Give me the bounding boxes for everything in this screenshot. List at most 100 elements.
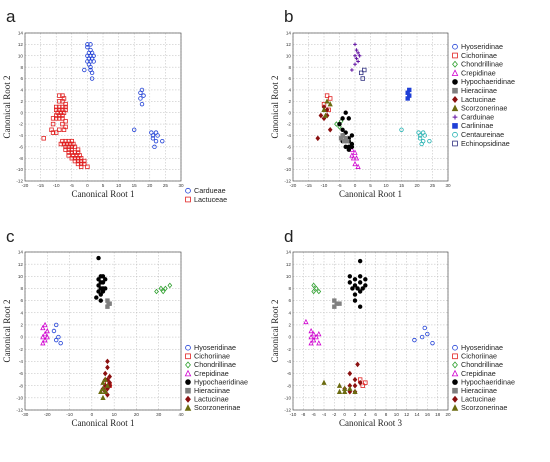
legend-marker [452, 114, 458, 120]
data-point [98, 292, 103, 297]
data-point [417, 136, 423, 141]
data-point [360, 383, 365, 388]
x-tick-label: -15 [37, 183, 44, 188]
legend-label: Crepidinae [461, 68, 496, 77]
data-point [152, 144, 157, 150]
data-point [350, 155, 357, 161]
data-point [56, 334, 61, 340]
data-point [105, 385, 110, 392]
y-tick-label: -2 [19, 122, 24, 127]
data-point [61, 127, 67, 132]
legend-marker [451, 369, 459, 377]
legend-label: Chondrillinae [461, 360, 503, 369]
panel-c: c-30 -20 -10 0 10 20 30 40-12-10-8-6-4-20246810… [2, 227, 248, 428]
data-point [100, 274, 106, 279]
plot-frame [24, 251, 182, 411]
x-axis-title: Canonical Root 1 [339, 189, 402, 199]
y-tick-label: 10 [286, 53, 292, 58]
data-point [57, 104, 62, 110]
data-point [91, 59, 96, 64]
data-point [316, 288, 322, 295]
legend-marker [452, 95, 458, 104]
data-point [69, 156, 74, 161]
data-point [399, 127, 404, 132]
legend-label: Hypochaeridinae [461, 77, 515, 86]
x-tick-label: 10 [116, 183, 122, 188]
y-tick-label: 10 [18, 53, 24, 58]
data-point [57, 93, 62, 98]
y-tick-label: -10 [284, 167, 291, 172]
data-point [72, 158, 78, 164]
data-point [336, 382, 343, 388]
data-point [57, 113, 62, 118]
x-tick-label: 0 [354, 183, 357, 188]
data-point [340, 116, 345, 121]
data-point [321, 379, 327, 385]
legend-label: Echinopsidinae [461, 139, 510, 148]
data-point [356, 51, 360, 55]
legend-marker [185, 344, 191, 351]
data-point [347, 274, 353, 279]
x-tick-label: 0 [343, 412, 346, 417]
legend-marker [451, 104, 459, 112]
data-point [316, 330, 322, 337]
x-tick-label: -5 [337, 183, 342, 188]
y-tick-label: 6 [20, 76, 23, 81]
data-point [355, 286, 360, 291]
legend-label: Hieraciinae [461, 86, 497, 95]
y-tick-label: 2 [288, 99, 291, 104]
x-tick-label: 0 [91, 412, 94, 417]
legend-label: Scorzonerinae [194, 403, 240, 412]
x-tick-label: 10 [394, 412, 400, 417]
data-point [138, 96, 143, 101]
data-point [40, 324, 46, 331]
data-point [89, 76, 95, 81]
x-tick-label: -10 [53, 183, 60, 188]
x-tick-label: 5 [369, 183, 372, 188]
data-point [44, 334, 50, 340]
data-point [337, 124, 342, 130]
legend-label: Scorzonerinae [461, 104, 507, 113]
data-point [54, 104, 59, 110]
x-tick-label: 5 [102, 183, 105, 188]
data-point [60, 99, 65, 104]
data-point [316, 340, 322, 346]
y-tick-label: -10 [16, 395, 23, 400]
data-point [60, 113, 65, 118]
data-point [167, 282, 173, 289]
plot-frame [292, 251, 449, 411]
data-point [352, 283, 358, 288]
legend-label: Lactucinae [461, 95, 496, 104]
data-point [82, 67, 87, 73]
x-tick-label: 20 [134, 412, 140, 417]
data-point [105, 364, 110, 371]
data-point [357, 289, 363, 294]
y-tick-label: 12 [18, 42, 24, 47]
legend-marker [452, 60, 458, 68]
y-tick-label: 2 [288, 323, 291, 328]
data-point [311, 330, 317, 337]
data-point [322, 112, 329, 118]
data-point [75, 147, 81, 152]
y-tick-label: 8 [288, 286, 291, 291]
x-tick-label: 25 [430, 183, 436, 188]
data-point [69, 147, 74, 152]
data-point [50, 130, 56, 135]
x-tick-label: -20 [22, 183, 29, 188]
data-point [354, 48, 359, 52]
x-tick-label: -30 [22, 412, 29, 417]
data-point [155, 133, 160, 138]
legend-marker [452, 361, 458, 369]
data-point [358, 70, 364, 76]
x-axis-title: Canonical Root 1 [72, 189, 135, 199]
y-tick-label: 8 [20, 286, 23, 291]
panel-letter: d [284, 227, 293, 246]
data-point [327, 126, 333, 133]
x-tick-label: 0 [86, 183, 89, 188]
y-tick-label: -10 [284, 395, 291, 400]
data-point [353, 42, 357, 47]
data-point [355, 361, 360, 368]
x-tick-label: -10 [66, 412, 73, 417]
legend-label: Carlininae [461, 121, 493, 130]
data-point [141, 93, 146, 98]
